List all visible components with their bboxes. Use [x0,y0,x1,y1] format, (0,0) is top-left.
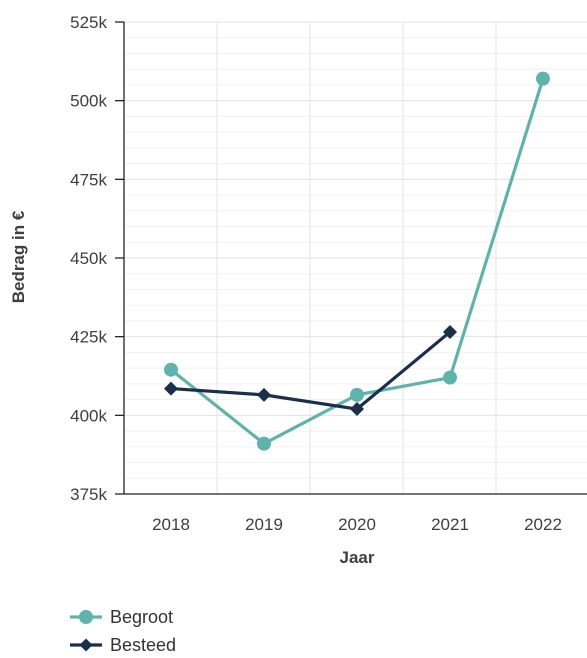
legend-item-begroot: Begroot [70,607,173,627]
y-tick-label: 400k [70,406,107,425]
y-tick-label: 500k [70,92,107,111]
grid [124,21,587,494]
data-point [257,436,271,451]
x-tick-label: 2020 [338,515,376,534]
y-tick-label: 375k [70,485,107,504]
data-point [350,402,364,417]
data-point [443,370,457,385]
axes: 375k 400k 425k 450k 475k 500k 525k 2018 2019 2020… [70,13,587,534]
data-point [164,362,178,377]
y-axis-title: Bedrag in € [9,210,28,303]
y-tick-label: 525k [70,13,107,32]
legend-item-besteed: Besteed [70,635,176,655]
legend-marker [79,638,93,652]
data-point [350,387,364,402]
y-tick-label: 475k [70,170,107,189]
y-tick-label: 425k [70,328,107,347]
legend-marker [79,610,93,624]
x-axis-title: Jaar [340,548,375,567]
legend-label: Begroot [110,607,173,627]
data-point [164,381,178,396]
series-group [164,71,550,451]
x-tick-label: 2022 [524,515,562,534]
data-point [257,387,271,402]
series-besteed [164,324,457,417]
x-tick-label: 2021 [431,515,469,534]
x-tick-label: 2018 [152,515,190,534]
legend-label: Besteed [110,635,176,653]
y-tick-label: 450k [70,249,107,268]
data-point [443,324,457,339]
x-tick-label: 2019 [245,515,283,534]
legend: Begroot Besteed [70,607,176,655]
data-point [536,71,550,86]
series-line [170,330,452,411]
series-begroot [164,71,550,451]
